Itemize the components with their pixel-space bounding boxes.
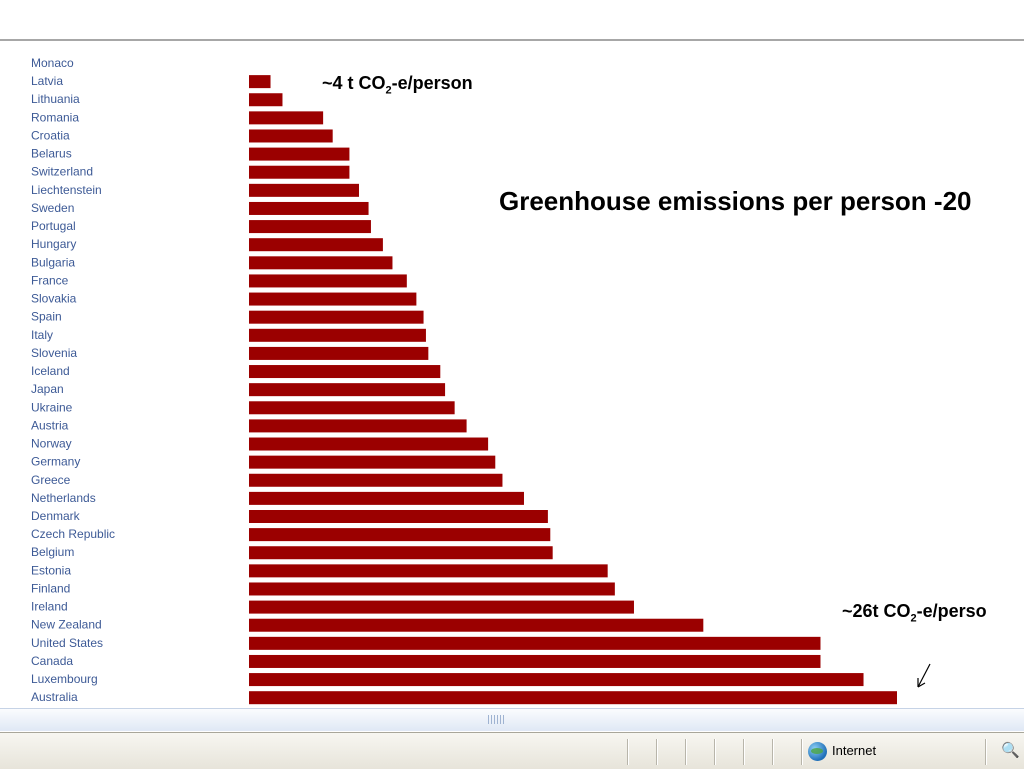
bar (249, 510, 548, 523)
bar (249, 654, 821, 668)
bar (249, 328, 426, 342)
arrow-down-left-icon (917, 663, 931, 688)
bar (249, 546, 553, 560)
category-label: Hungary (31, 237, 76, 251)
bar (249, 437, 489, 451)
annotation-low: ~4 t CO2-e/person (322, 73, 473, 97)
category-label: Ireland (31, 600, 68, 614)
zoom-magnifier-icon[interactable]: 🔍 (1001, 742, 1020, 759)
bar (249, 455, 496, 469)
category-label: Luxembourg (31, 672, 98, 686)
bar (249, 129, 333, 143)
category-label: Finland (31, 581, 70, 595)
bar (249, 673, 864, 687)
category-label: Croatia (31, 128, 70, 142)
category-label: Canada (31, 654, 73, 668)
bar (249, 401, 455, 415)
horizontal-scrollbar[interactable] (0, 708, 1024, 731)
category-label: Estonia (31, 563, 71, 577)
category-label: Australia (31, 690, 78, 704)
bar (249, 600, 634, 614)
bar (249, 419, 467, 433)
category-labels: Monaco Latvia Lithuania Romania Croatia Belar… (31, 56, 115, 704)
scrollbar-grip[interactable] (488, 715, 504, 724)
category-label: Latvia (31, 74, 63, 88)
bar (249, 473, 503, 487)
status-divider (714, 739, 715, 765)
category-label: Ukraine (31, 400, 73, 414)
bar (249, 618, 704, 632)
category-label: Slovenia (31, 346, 77, 360)
chart-title: Greenhouse emissions per person -20 (499, 186, 972, 216)
bar (249, 93, 283, 107)
top-divider-line (0, 39, 1024, 41)
bar (249, 365, 441, 379)
bar (249, 238, 383, 252)
bar (249, 75, 271, 89)
category-label: Japan (31, 382, 64, 396)
category-label: Germany (31, 455, 80, 469)
category-label: Lithuania (31, 92, 80, 106)
category-label: Czech Republic (31, 527, 115, 541)
category-label: Austria (31, 418, 69, 432)
status-divider (656, 739, 657, 765)
bar (249, 201, 369, 215)
category-label: United States (31, 636, 103, 650)
status-divider (801, 739, 802, 765)
category-label: Norway (31, 437, 72, 451)
bar (249, 346, 429, 360)
bar (249, 111, 324, 125)
status-divider (772, 739, 773, 765)
bar (249, 691, 897, 705)
category-label: Portugal (31, 219, 76, 233)
annotation-high-suffix: -e/perso (916, 601, 987, 621)
category-label: Liechtenstein (31, 183, 102, 197)
browser-status-bar: Internet 🔍 (0, 732, 1024, 769)
bar (249, 274, 407, 288)
bar (249, 310, 424, 324)
globe-icon (808, 742, 827, 761)
annotation-high: ~26t CO2-e/perso (842, 601, 987, 625)
status-divider (985, 739, 986, 765)
category-label: Belgium (31, 545, 74, 559)
annotation-high-prefix: ~26t CO (842, 601, 911, 621)
category-label: Denmark (31, 509, 81, 523)
bar (249, 564, 608, 578)
bar (249, 582, 615, 596)
bar (249, 491, 524, 505)
bar (249, 636, 821, 650)
bars-group (249, 75, 897, 705)
status-divider (685, 739, 686, 765)
category-label: Iceland (31, 364, 70, 378)
category-label: Bulgaria (31, 255, 75, 269)
annotation-low-subscript: 2 (385, 84, 392, 97)
security-zone-label: Internet (832, 743, 877, 758)
category-label: Greece (31, 473, 71, 487)
bar (249, 147, 350, 161)
category-label: Slovakia (31, 292, 77, 306)
bar (249, 165, 350, 179)
bar (249, 528, 551, 542)
category-label: Belarus (31, 147, 72, 161)
category-label: Netherlands (31, 491, 96, 505)
category-label: Switzerland (31, 165, 93, 179)
category-label: New Zealand (31, 618, 102, 632)
category-label: Spain (31, 310, 62, 324)
bar (249, 383, 446, 397)
bar (249, 292, 417, 306)
annotation-low-suffix: -e/person (391, 73, 473, 93)
status-divider (627, 739, 628, 765)
bar (249, 183, 359, 197)
bar (249, 256, 393, 270)
category-label: Romania (31, 110, 79, 124)
emissions-bar-chart: Monaco Latvia Lithuania Romania Croatia Belar… (31, 56, 897, 705)
category-label: Sweden (31, 201, 74, 215)
status-divider (743, 739, 744, 765)
annotation-low-prefix: ~4 t CO (322, 73, 386, 93)
category-label: France (31, 273, 69, 287)
category-label: Monaco (31, 56, 74, 70)
category-label: Italy (31, 328, 53, 342)
bar (249, 220, 371, 234)
annotation-high-subscript: 2 (910, 612, 917, 625)
